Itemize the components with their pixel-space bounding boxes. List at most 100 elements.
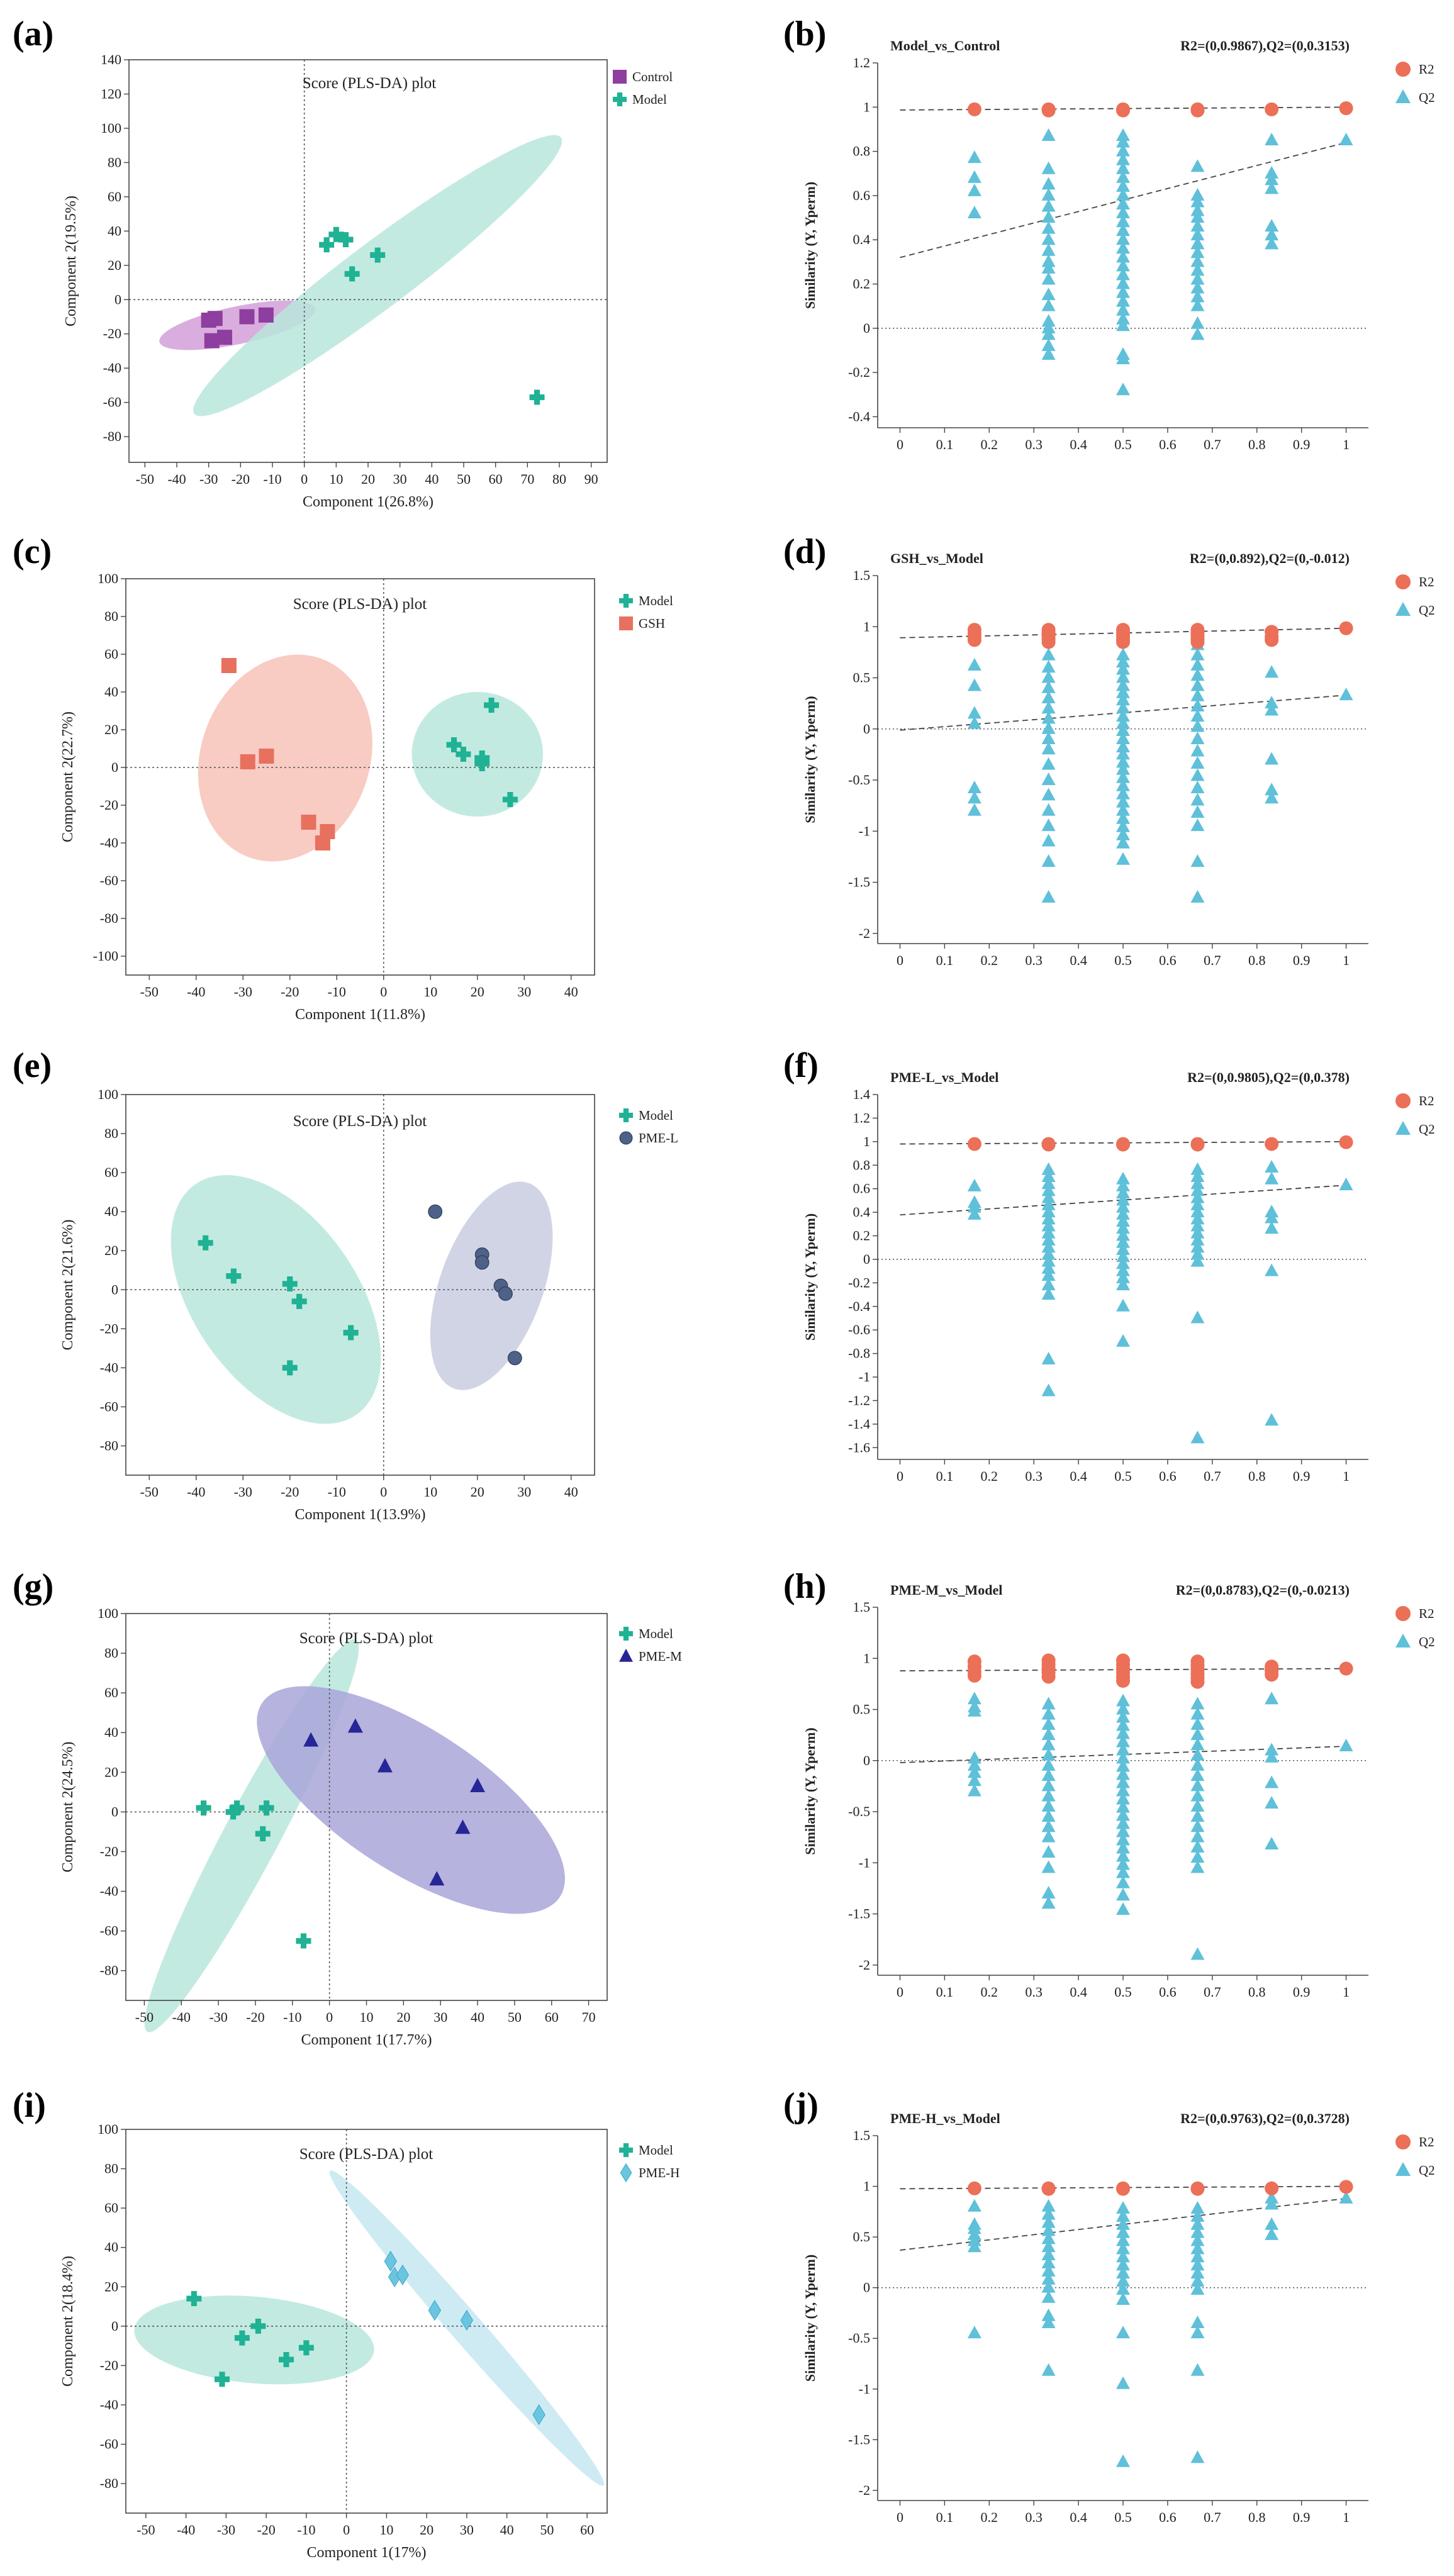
panel-label: (a) — [13, 14, 53, 53]
r2-point — [1116, 635, 1130, 649]
q2-point — [1041, 1788, 1056, 1802]
chart-panel-c: (c) Score (PLS-DA) plot Model GSH -50 -40 -30 -… — [13, 532, 673, 1023]
y-tick-label: 40 — [104, 1724, 118, 1740]
y-axis-title: Similarity (Y, Yperm) — [802, 2255, 818, 2382]
y-tick-label: 0.5 — [853, 670, 871, 686]
data-point-model — [343, 1325, 359, 1341]
q2-point — [1190, 2241, 1205, 2255]
q2-point — [1190, 187, 1205, 201]
y-tick-label: -20 — [100, 797, 118, 813]
q2-point — [1116, 1759, 1130, 1772]
confidence-ellipse-model — [411, 692, 544, 817]
data-point-model — [502, 792, 518, 807]
q2-point — [1190, 1310, 1205, 1324]
q2-point — [1116, 179, 1130, 192]
q2-point — [1116, 1902, 1130, 1915]
x-tick-label: 50 — [457, 471, 471, 487]
q2-point — [1041, 889, 1056, 903]
chart-panel-i: (i) Score (PLS-DA) plot Model PME-H -50 -40 -3… — [13, 2086, 679, 2561]
q2-point — [1041, 2207, 1056, 2220]
q2-point — [1041, 1809, 1056, 1822]
x-tick-label: 0 — [897, 1984, 903, 2000]
r2-point — [1339, 101, 1353, 116]
q2-point — [1190, 2282, 1205, 2295]
data-point-model — [338, 231, 354, 247]
q2-point — [1041, 199, 1056, 212]
q2-point — [1041, 1351, 1056, 1364]
q2-point — [1041, 2363, 1056, 2376]
x-tick-label: 70 — [520, 471, 534, 487]
y-tick-label: 40 — [108, 223, 121, 238]
model-statistics: R2=(0,0.9867),Q2=(0,0.3153) — [1180, 38, 1350, 53]
q2-point — [1190, 668, 1205, 681]
r2-point — [1190, 2182, 1205, 2196]
q2-point — [1190, 289, 1205, 303]
q2-point — [1041, 711, 1056, 724]
data-point-pme-m — [470, 1778, 486, 1792]
legend-marker-model — [613, 92, 627, 106]
r2-point — [1116, 1137, 1130, 1152]
legend-marker-model — [619, 1627, 633, 1641]
x-tick-label: 0 — [301, 471, 308, 487]
q2-point — [1041, 670, 1056, 683]
y-tick-label: -2 — [859, 925, 870, 941]
q2-point — [1116, 716, 1130, 729]
q2-point — [1116, 232, 1130, 245]
data-point-control — [204, 333, 220, 348]
q2-point — [1190, 228, 1205, 241]
chart-panel-g: (g) Score (PLS-DA) plot Model PME-M -50 -40 -3… — [13, 1567, 682, 2048]
q2-point — [1116, 786, 1130, 800]
x-tick-label: 0.3 — [1025, 1984, 1043, 2000]
q2-point — [1190, 327, 1205, 340]
x-tick-label: -50 — [137, 2522, 155, 2538]
y-tick-label: -1 — [859, 2381, 870, 2397]
q2-point — [1190, 854, 1205, 867]
model-statistics: R2=(0,0.9763),Q2=(0,0.3728) — [1180, 2110, 1350, 2126]
q2-point — [1116, 1178, 1130, 1191]
x-tick-label: 0.8 — [1248, 1468, 1266, 1484]
q2-point — [1041, 1727, 1056, 1741]
x-tick-label: 0 — [343, 2522, 350, 2538]
x-tick-label: 40 — [471, 2009, 484, 2025]
legend-label-q2: Q2 — [1419, 603, 1435, 618]
data-point-model — [296, 1933, 311, 1949]
y-tick-label: -0.5 — [848, 2330, 870, 2346]
q2-point — [1190, 2266, 1205, 2279]
y-tick-label: 1 — [863, 2178, 870, 2194]
panel-label: (b) — [783, 14, 826, 53]
y-tick-label: -80 — [100, 1963, 118, 1978]
x-tick-label: 20 — [361, 471, 375, 487]
y-tick-label: 1 — [863, 99, 870, 114]
x-tick-label: 0.2 — [981, 952, 998, 968]
q2-point — [1190, 793, 1205, 806]
legend-marker-q2 — [1395, 1121, 1411, 1135]
q2-point — [1116, 1775, 1130, 1788]
q2-point — [967, 1178, 981, 1191]
y-tick-label: 1.2 — [853, 1110, 871, 1125]
x-tick-label: -10 — [283, 2009, 301, 2025]
q2-point — [1116, 2266, 1130, 2279]
q2-point — [1190, 245, 1205, 259]
x-tick-label: 0 — [897, 437, 903, 452]
data-point-gsh — [301, 815, 316, 830]
data-point-model — [229, 1800, 245, 1816]
data-point-model — [370, 247, 386, 263]
y-tick-label: -60 — [100, 1398, 118, 1414]
q2-point — [967, 2199, 981, 2212]
r2-point — [1339, 1135, 1353, 1149]
confidence-ellipse-model — [193, 135, 562, 416]
q2-point — [1041, 1240, 1056, 1253]
r2-point — [1116, 1674, 1130, 1688]
q2-point — [1116, 795, 1130, 808]
y-tick-label: 0 — [111, 1804, 118, 1819]
y-tick-label: -0.2 — [848, 1274, 870, 1290]
q2-point — [1116, 819, 1130, 832]
q2-point — [1041, 161, 1056, 174]
q2-point — [1190, 1197, 1205, 1210]
q2-point — [1041, 1896, 1056, 1909]
y-tick-label: -2 — [859, 1957, 870, 1973]
q2-point — [1116, 1767, 1130, 1780]
q2-point — [1116, 1751, 1130, 1764]
legend-marker-pme-l — [619, 1131, 633, 1145]
q2-point — [1190, 1829, 1205, 1843]
